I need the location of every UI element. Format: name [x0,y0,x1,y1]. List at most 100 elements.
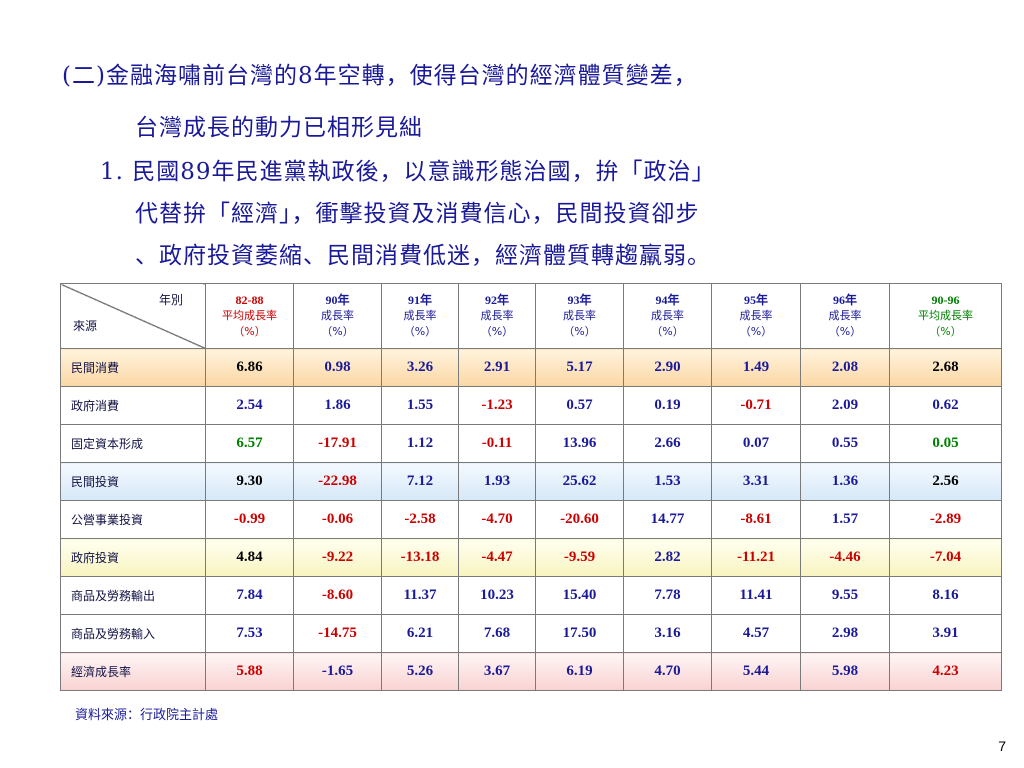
table-cell: 1.55 [381,386,459,425]
row-label: 公營事業投資 [60,500,206,539]
table-cell: 17.50 [535,614,624,653]
header-mid: 成長率 [321,309,354,322]
table-cell: 0.98 [293,348,382,387]
table-cell: 1.53 [623,462,712,501]
table-row: 經濟成長率 5.88 -1.65 5.26 3.67 6.19 4.70 5.4… [60,652,1002,691]
table-cell: -22.98 [293,462,382,501]
header-top: 92年 [484,293,509,307]
table-cell: 1.86 [293,386,382,425]
header-cell: 90年成長率 （%） [293,283,382,349]
table-cell: -17.91 [293,424,382,463]
point-1-line-1: 1. 民國89年民進黨執政後，以意識形態治國，拚「政治」 [100,159,716,185]
table-cell: 10.23 [458,576,536,615]
table-cell: 2.08 [800,348,890,387]
header-top: 95年 [743,293,768,307]
table-cell: 3.16 [623,614,712,653]
table-row: 商品及勞務輸出 7.84 -8.60 11.37 10.23 15.40 7.7… [60,576,1002,615]
table-cell: -4.46 [800,538,890,577]
table-cell: 0.07 [711,424,801,463]
header-top: 93年 [567,293,592,307]
header-cell: 95年成長率 （%） [711,283,801,349]
corner-cell: 年別 來源 [60,283,206,349]
table-cell: 3.67 [458,652,536,691]
table-cell: 8.16 [889,576,1002,615]
growth-rate-table: 年別 來源 82-88 平均成長率 （%） 90年 成長率 （%） 91年 成長率 （%） … [60,283,1002,691]
row-label: 政府投資 [60,538,206,577]
table-cell: 3.26 [381,348,459,387]
header-top: 96年 [832,293,857,307]
header-bot: （%） [929,325,962,338]
table-row: 民間投資 9.30 -22.98 7.12 1.93 25.62 1.53 3.… [60,462,1002,501]
table-cell: 1.36 [800,462,890,501]
table-cell: 25.62 [535,462,624,501]
table-cell: -11.21 [711,538,801,577]
table-cell: 7.53 [205,614,294,653]
table-cell: 5.98 [800,652,890,691]
table-cell: 0.05 [889,424,1002,463]
table-cell: 1.49 [711,348,801,387]
header-mid: 平均成長率 [222,309,277,322]
table-cell: 7.12 [381,462,459,501]
table-cell: 2.82 [623,538,712,577]
header-cell: 96年成長率 （%） [800,283,890,349]
table-cell: -2.89 [889,500,1002,539]
table-cell: 14.77 [623,500,712,539]
header-cell: 93年 成長率 （%） [535,283,624,349]
table-cell: 5.17 [535,348,624,387]
table-cell: 1.12 [381,424,459,463]
row-label: 經濟成長率 [60,652,206,691]
table-cell: -8.61 [711,500,801,539]
heading-line-1: (二)金融海嘯前台灣的8年空轉，使得台灣的經濟體質變差， [62,63,698,89]
header-cell: 94年成長率 （%） [623,283,712,349]
table-cell: -14.75 [293,614,382,653]
header-top: 90年 [325,293,350,307]
header-bot: （%） [403,325,437,338]
header-top: 94年 [655,293,680,307]
table-cell: -0.06 [293,500,382,539]
header-cell: 90-96 平均成長率 （%） [889,283,1002,349]
row-label: 商品及勞務輸入 [60,614,206,653]
header-top: 91年 [407,293,432,307]
table-row: 民間消費 6.86 0.98 3.26 2.91 5.17 2.90 1.49 … [60,348,1002,387]
table-cell: 13.96 [535,424,624,463]
table-row: 商品及勞務輸入 7.53 -14.75 6.21 7.68 17.50 3.16… [60,614,1002,653]
header-bot: （%） [563,325,596,338]
table-cell: -0.71 [711,386,801,425]
table-cell: 2.54 [205,386,294,425]
table-cell: 6.86 [205,348,294,387]
header-mid: 成長率 [651,309,684,322]
row-label: 商品及勞務輸出 [60,576,206,615]
table-cell: 0.55 [800,424,890,463]
header-bot: （%） [651,325,684,338]
row-label: 政府消費 [60,386,206,425]
table-cell: -4.47 [458,538,536,577]
heading-line-2: 台灣成長的動力已相形見絀 [135,115,423,141]
header-bot: （%） [321,325,354,338]
header-bot: （%） [828,325,862,338]
corner-source-label: 來源 [73,319,98,333]
table-row: 固定資本形成 6.57 -17.91 1.12 -0.11 13.96 2.66… [60,424,1002,463]
table-cell: 2.56 [889,462,1002,501]
table-cell: 5.88 [205,652,294,691]
header-mid: 成長率 [739,309,773,322]
table-cell: 6.57 [205,424,294,463]
row-label: 固定資本形成 [60,424,206,463]
header-mid: 成長率 [403,309,437,322]
table-cell: 2.90 [623,348,712,387]
header-bot: （%） [739,325,773,338]
table-row: 政府投資 4.84 -9.22 -13.18 -4.47 -9.59 2.82 … [60,538,1002,577]
table-cell: 0.19 [623,386,712,425]
header-cell: 91年成長率 （%） [381,283,459,349]
table-cell: 15.40 [535,576,624,615]
table-cell: -1.65 [293,652,382,691]
header-bot: （%） [480,325,514,338]
table-cell: 7.84 [205,576,294,615]
table-cell: -13.18 [381,538,459,577]
table-cell: -8.60 [293,576,382,615]
table-header-row: 年別 來源 82-88 平均成長率 （%） 90年 成長率 （%） 91年 成長率 （%） … [60,283,1002,349]
table-cell: 5.44 [711,652,801,691]
table-cell: -9.59 [535,538,624,577]
table-cell: -4.70 [458,500,536,539]
corner-year-label: 年別 [158,293,183,307]
header-mid: 成長率 [828,309,862,322]
